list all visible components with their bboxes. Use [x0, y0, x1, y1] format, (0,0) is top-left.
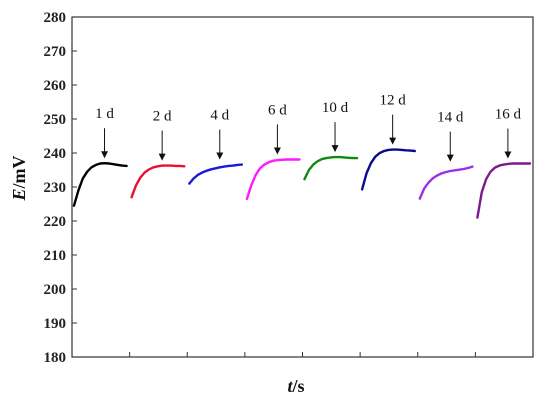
y-tick-label: 220 — [44, 214, 67, 230]
y-tick-label: 240 — [44, 146, 67, 162]
annotation-arrowhead — [446, 154, 454, 162]
series-line — [476, 162, 532, 219]
series-line — [188, 163, 244, 185]
y-tick-label: 250 — [44, 112, 67, 128]
segment-label-layer: 1 d 2 d 4 d 6 d 10 d 12 d 14 d 16 d — [95, 93, 521, 126]
plot-area-border — [71, 16, 534, 358]
y-axis-title: E/mV — [9, 155, 29, 201]
segment-label: 4 d — [210, 108, 229, 124]
series-line — [72, 161, 128, 207]
annotation-arrowhead — [331, 145, 339, 153]
annotation-arrowhead — [101, 151, 109, 159]
y-tick-label: 270 — [44, 44, 67, 60]
segment-label: 10 d — [322, 100, 349, 116]
x-axis-title: t/s — [287, 376, 304, 396]
annotation-arrowhead — [389, 137, 397, 145]
y-tick-label: 280 — [44, 10, 67, 26]
y-tick-label: 200 — [44, 282, 67, 298]
annotation-arrowhead — [504, 151, 512, 159]
y-tick-label: 230 — [44, 180, 67, 196]
annotation-arrowhead — [273, 147, 281, 155]
segment-label: 6 d — [268, 102, 287, 118]
annotation-arrowhead — [158, 153, 166, 161]
segment-label: 12 d — [380, 93, 407, 109]
series-line — [360, 148, 416, 191]
y-tick-label: 260 — [44, 78, 67, 94]
y-axis-ticks: 180 190 200 210 220 230 240 250 260 270 280 — [44, 10, 77, 366]
y-tick-label: 210 — [44, 248, 67, 264]
x-axis-ticks — [71, 352, 534, 357]
y-tick-label: 180 — [44, 350, 67, 366]
segment-label: 2 d — [153, 109, 172, 125]
series-line — [130, 164, 186, 199]
y-tick-label: 190 — [44, 316, 67, 332]
plot-frame — [71, 16, 534, 358]
segment-label: 14 d — [437, 110, 464, 126]
series-layer — [72, 148, 532, 219]
segment-label: 16 d — [495, 107, 522, 123]
series-line — [245, 158, 301, 201]
series-line — [418, 165, 474, 200]
arrow-layer — [101, 114, 512, 162]
series-line — [303, 155, 359, 181]
segment-label: 1 d — [95, 106, 114, 122]
annotation-arrowhead — [216, 152, 224, 160]
